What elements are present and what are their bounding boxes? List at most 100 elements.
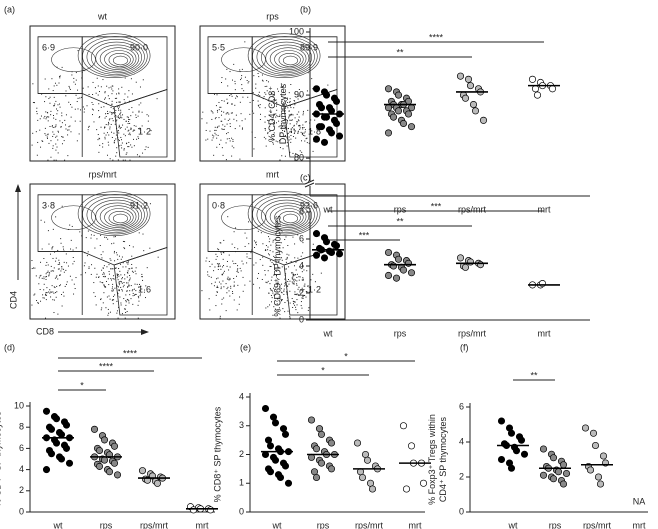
event-dot: [278, 307, 280, 309]
event-dot: [61, 294, 63, 296]
x-tick-label: wt: [508, 520, 518, 529]
event-dot: [147, 146, 149, 148]
event-dot: [144, 149, 146, 151]
data-point: [327, 465, 336, 473]
event-dot: [130, 127, 132, 129]
x-tick-label: rps/mrt: [458, 204, 486, 214]
event-dot: [128, 90, 130, 92]
event-dot: [234, 83, 236, 85]
event-dot: [242, 96, 244, 98]
event-dot: [302, 252, 304, 254]
data-point: [456, 254, 465, 262]
event-dot: [220, 120, 222, 122]
event-dot: [298, 111, 300, 113]
contour: [256, 39, 315, 75]
x-tick-label: mrt: [196, 520, 209, 529]
event-dot: [115, 267, 117, 269]
event-dot: [74, 288, 76, 290]
event-dot: [216, 291, 218, 293]
event-dot: [300, 301, 302, 303]
event-dot: [263, 96, 265, 98]
event-dot: [40, 219, 42, 221]
event-dot: [298, 125, 300, 127]
event-dot: [300, 255, 302, 257]
event-dot: [108, 134, 110, 136]
event-dot: [64, 159, 66, 161]
contour: [99, 47, 137, 71]
event-dot: [92, 81, 94, 83]
event-dot: [295, 274, 297, 276]
event-dot: [111, 112, 113, 114]
event-dot: [31, 260, 33, 262]
event-dot: [91, 102, 93, 104]
event-dot: [271, 289, 273, 291]
data-point: [52, 439, 61, 447]
contour: [108, 53, 131, 67]
event-dot: [277, 278, 279, 280]
event-dot: [62, 136, 64, 138]
event-dot: [111, 104, 113, 106]
event-dot: [301, 287, 303, 289]
x-tick-label: rps: [394, 328, 407, 338]
event-dot: [287, 102, 289, 104]
event-dot: [39, 129, 41, 131]
event-dot: [60, 126, 62, 128]
event-dot: [57, 268, 59, 270]
event-dot: [118, 116, 120, 118]
x-tick-label: rps: [100, 520, 113, 529]
event-dot: [135, 114, 137, 116]
event-dot: [111, 286, 113, 288]
event-dot: [75, 94, 77, 96]
event-dot: [259, 287, 261, 289]
event-dot: [233, 63, 235, 65]
event-dot: [46, 275, 48, 277]
event-dot: [47, 133, 49, 135]
event-dot: [301, 297, 303, 299]
event-dot: [134, 270, 136, 272]
event-dot: [62, 291, 64, 293]
event-dot: [303, 285, 305, 287]
contour: [221, 47, 266, 73]
event-dot: [117, 317, 119, 319]
event-dot: [107, 314, 109, 316]
event-dot: [122, 124, 124, 126]
event-dot: [262, 256, 264, 258]
event-dot: [249, 113, 251, 115]
event-dot: [292, 306, 294, 308]
event-dot: [35, 131, 37, 133]
y-tick-label: 6: [19, 443, 24, 453]
event-dot: [258, 272, 260, 274]
event-dot: [116, 130, 118, 132]
event-dot: [280, 298, 282, 300]
event-dot: [142, 152, 144, 154]
event-dot: [237, 284, 239, 286]
event-dot: [91, 108, 93, 110]
event-dot: [145, 146, 147, 148]
event-dot: [223, 111, 225, 113]
event-dot: [42, 140, 44, 142]
event-dot: [45, 317, 47, 319]
arrow-head: [141, 329, 149, 335]
event-dot: [149, 247, 151, 249]
event-dot: [64, 119, 66, 121]
y-tick-label: 2: [19, 485, 24, 495]
event-dot: [82, 87, 84, 89]
event-dot: [207, 138, 209, 140]
event-dot: [286, 256, 288, 258]
event-dot: [272, 292, 274, 294]
event-dot: [45, 273, 47, 275]
event-dot: [213, 285, 215, 287]
event-dot: [62, 246, 64, 248]
event-dot: [305, 291, 307, 293]
event-dot: [113, 299, 115, 301]
event-dot: [240, 270, 242, 272]
event-dot: [289, 101, 291, 103]
event-dot: [128, 108, 130, 110]
event-dot: [117, 108, 119, 110]
data-point: [419, 479, 428, 487]
event-dot: [139, 289, 141, 291]
event-dot: [54, 82, 56, 84]
event-dot: [51, 125, 53, 127]
event-dot: [253, 283, 255, 285]
event-dot: [111, 118, 113, 120]
